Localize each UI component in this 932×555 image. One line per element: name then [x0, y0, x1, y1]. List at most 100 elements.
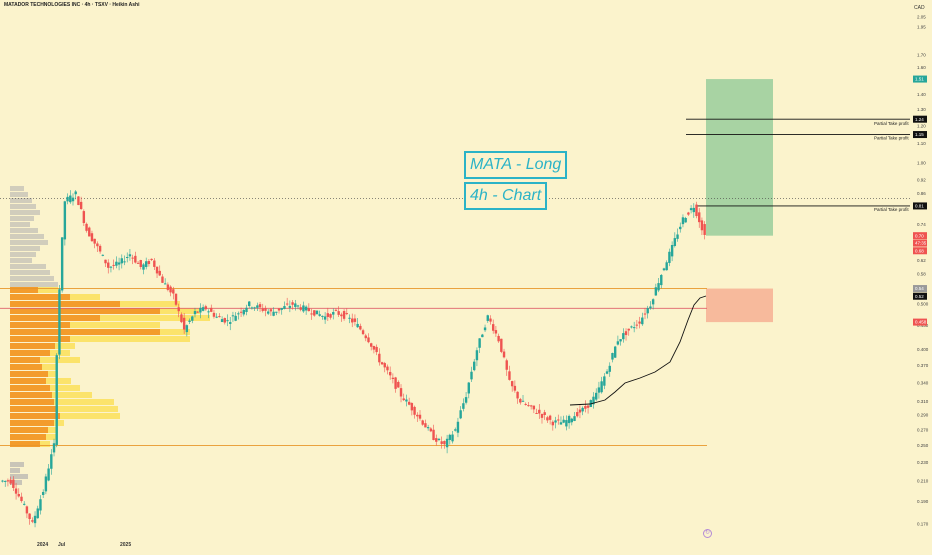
candle-body	[584, 406, 587, 409]
candle-body	[207, 311, 210, 313]
candle-body	[60, 237, 64, 291]
candle-body	[424, 423, 427, 428]
candle-body	[201, 307, 205, 311]
volume-profile-bar	[54, 399, 114, 405]
candle-body	[44, 476, 48, 492]
volume-profile-bar	[10, 468, 20, 473]
candle-body	[71, 197, 75, 202]
candle-body	[248, 301, 251, 307]
candle-body	[307, 308, 311, 312]
candle-body	[372, 346, 376, 350]
price-badge	[913, 285, 927, 293]
candle-body	[394, 377, 397, 389]
candle-body	[364, 335, 367, 339]
price-badge-label: 0.458	[915, 320, 927, 325]
candle-body	[673, 238, 677, 246]
candle-body	[519, 399, 522, 403]
candle-body	[245, 307, 248, 312]
price-tick-label: 0.310	[917, 399, 929, 404]
candle-body	[481, 334, 484, 338]
price-tick-label: 0.400	[917, 347, 929, 352]
candle-body	[692, 207, 696, 213]
candle-body	[272, 311, 275, 316]
volume-profile-bar	[10, 240, 48, 245]
candle-body	[6, 480, 10, 482]
candle-body	[126, 256, 129, 258]
candle-body	[14, 488, 18, 494]
chart-title: MATADOR TECHNOLOGIES INC · 4h · TSXV · H…	[4, 2, 140, 8]
candle-body	[548, 415, 552, 420]
price-tick-label: 0.290	[917, 413, 929, 418]
volume-profile-bar	[10, 413, 60, 419]
candle-body	[361, 330, 365, 335]
candle-body	[513, 385, 517, 391]
volume-profile-bar	[48, 371, 58, 377]
candle-body	[229, 322, 232, 324]
volume-profile-bar	[10, 276, 54, 281]
candle-body	[98, 245, 102, 252]
candle-body	[285, 303, 289, 305]
candle-body	[578, 409, 582, 413]
tv-logo-icon[interactable]: ↻	[703, 529, 712, 538]
candle-body	[153, 260, 156, 267]
candle-body	[670, 245, 674, 257]
volume-profile-bar	[10, 406, 58, 412]
candle-body	[155, 266, 159, 274]
candle-body	[399, 388, 403, 397]
volume-profile-bar	[10, 350, 50, 356]
candle-body	[505, 360, 508, 370]
candle-body	[242, 309, 245, 315]
candle-body	[9, 479, 12, 484]
candles	[1, 190, 706, 528]
price-tick-label: 0.210	[917, 478, 929, 483]
take-profit-label: Partial Take profit	[874, 136, 909, 141]
candle-body	[445, 438, 449, 448]
candle-body	[500, 338, 503, 352]
candle-body	[196, 311, 199, 313]
candle-body	[703, 224, 706, 235]
candle-body	[90, 233, 94, 242]
candle-body	[443, 441, 446, 445]
candle-body	[437, 438, 441, 440]
price-tick-label: 1.95	[917, 24, 926, 29]
candle-body	[115, 261, 118, 266]
candle-body	[212, 312, 216, 317]
candle-body	[432, 429, 435, 441]
volume-profile-bar	[10, 336, 70, 342]
volume-profile-bar	[10, 287, 38, 293]
candle-body	[410, 403, 414, 411]
candle-body	[36, 508, 39, 519]
candle-body	[169, 286, 172, 293]
price-badge-label: 0.70	[915, 233, 924, 238]
candle-body	[101, 254, 105, 256]
candle-body	[166, 284, 170, 290]
volume-profile-bar	[10, 420, 54, 426]
candle-body	[139, 260, 142, 267]
candle-body	[651, 299, 655, 305]
candle-body	[223, 318, 227, 323]
candle-body	[597, 387, 601, 393]
volume-profile-bar	[10, 364, 42, 370]
volume-profile-bar	[10, 427, 48, 433]
candle-body	[302, 305, 305, 312]
price-badge	[913, 247, 927, 255]
price-badge	[913, 292, 927, 300]
time-axis[interactable]: 2024 Jul 2025	[37, 542, 131, 548]
candle-body	[315, 310, 319, 315]
candle-body	[567, 415, 571, 424]
volume-profile-bar	[160, 308, 200, 314]
candle-body	[624, 331, 628, 336]
price-axis[interactable]: 2.05 1.95 1.70 1.60 1.40 1.30 1.20 1.10 1.00 0.92…	[913, 14, 929, 527]
candle-body	[538, 409, 541, 414]
price-lines: Partial Take profit Partial Take profit Pa…	[0, 118, 910, 446]
candle-body	[467, 382, 470, 394]
volume-profile-bar	[40, 441, 50, 447]
candle-body	[608, 365, 611, 372]
candle-body	[573, 416, 576, 421]
price-tick-label: 1.40	[917, 92, 926, 97]
candle-body	[456, 421, 460, 433]
time-tick-label: 2024	[37, 542, 48, 548]
volume-profile-bar	[10, 315, 100, 321]
